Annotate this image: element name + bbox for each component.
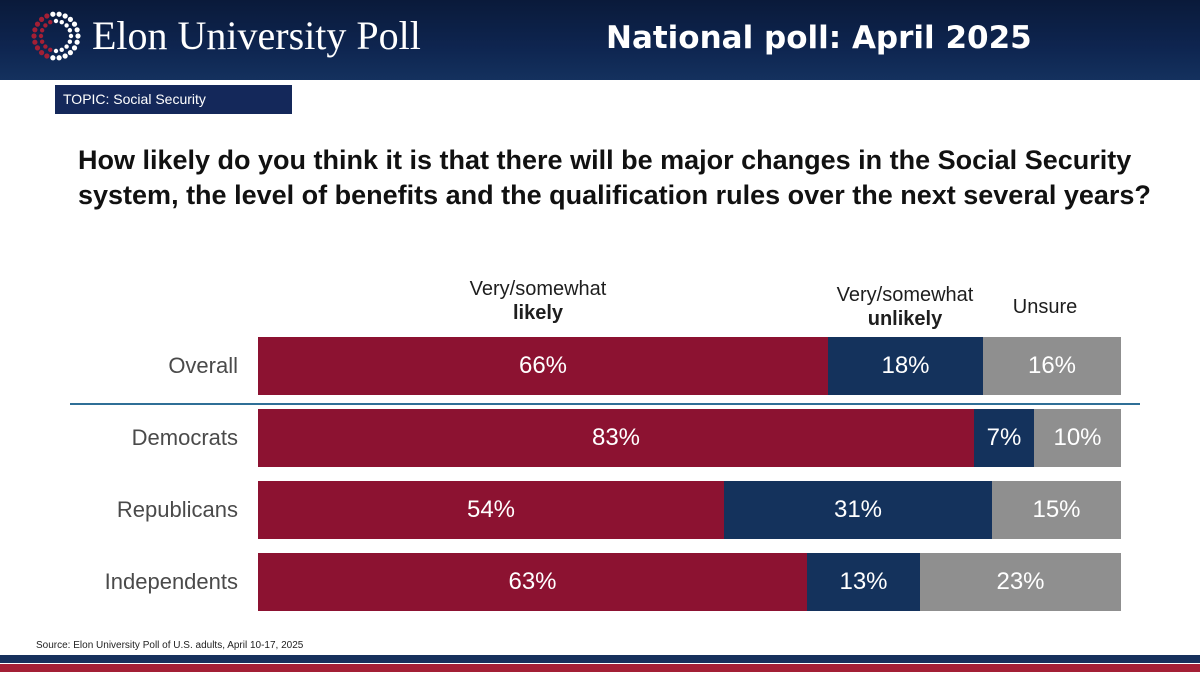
logo-dot — [31, 33, 37, 39]
logo-dot — [43, 44, 48, 49]
bar-unsure-independents: 23% — [920, 553, 1121, 611]
data-label-likely-democrats: 83% — [591, 424, 641, 451]
bar-likely-independents: 63% — [258, 553, 807, 611]
logo-dot — [64, 23, 69, 28]
bar-likely-republicans: 54% — [258, 481, 724, 539]
data-label-unsure-republicans: 15% — [1032, 496, 1081, 523]
bar-unsure-republicans: 15% — [992, 481, 1121, 539]
logo-dot — [50, 55, 56, 61]
topic-tag: TOPIC: Social Security — [55, 85, 292, 114]
logo-dot — [39, 28, 45, 33]
logo-dot — [74, 39, 80, 45]
elon-poll-logo-icon — [31, 11, 81, 61]
logo-dot — [50, 11, 56, 17]
logo-dot — [32, 39, 38, 45]
question-text: How likely do you think it is that there… — [78, 145, 1151, 210]
logo-dot — [48, 19, 53, 25]
bar-unlikely-independents: 13% — [807, 553, 920, 611]
data-label-unlikely-republicans: 31% — [833, 496, 883, 523]
row-label-overall: Overall — [168, 353, 238, 378]
column-header-likely-line2: likely — [512, 302, 564, 324]
logo-dot — [32, 27, 38, 33]
logo-dot — [67, 39, 73, 44]
column-header-likely-line1: Very/somewhat — [469, 278, 607, 300]
logo-dot — [38, 50, 45, 56]
bar-unlikely-overall: 18% — [828, 337, 983, 395]
logo-dot — [34, 45, 41, 51]
logo-dot — [71, 45, 78, 51]
column-header-unlikely-line2: unlikely — [867, 308, 943, 330]
logo-dot — [67, 28, 73, 33]
data-label-unsure-independents: 23% — [996, 568, 1045, 595]
logo-dot — [44, 13, 50, 19]
brand-title: Elon University Poll — [92, 13, 421, 58]
bar-unlikely-democrats: 7% — [974, 409, 1034, 467]
logo-dot — [67, 16, 74, 22]
logo-dot — [71, 21, 78, 27]
bar-unsure-overall: 16% — [983, 337, 1121, 395]
logo-dot — [62, 13, 68, 19]
column-header-likely: Very/somewhat likely — [433, 277, 643, 325]
logo-dot — [75, 33, 81, 39]
footer-rule-red — [0, 664, 1200, 672]
column-header-unsure-line1: Unsure — [1012, 296, 1078, 318]
column-header-unlikely: Very/somewhat unlikely — [800, 283, 1010, 331]
logo-dot — [48, 47, 53, 53]
logo-dot — [38, 16, 45, 22]
data-label-unlikely-overall: 18% — [881, 352, 930, 379]
data-label-likely-republicans: 54% — [466, 496, 516, 523]
row-label-republicans: Republicans — [116, 497, 238, 522]
logo-dot — [53, 48, 59, 54]
overall-divider — [70, 403, 1140, 405]
logo-dot — [53, 18, 59, 24]
data-label-likely-independents: 63% — [508, 568, 557, 595]
logo-dot — [59, 47, 64, 53]
logo-dot — [56, 55, 62, 61]
bar-likely-democrats: 83% — [258, 409, 974, 467]
bar-likely-overall: 66% — [258, 337, 828, 395]
data-label-unlikely-independents: 13% — [839, 568, 888, 595]
data-label-unsure-overall: 16% — [1027, 352, 1077, 379]
header-banner: Elon University Poll National poll: Apri… — [0, 0, 1200, 80]
logo-dot — [68, 33, 74, 39]
row-label-independents: Independents — [104, 569, 238, 594]
logo-dot — [44, 53, 50, 59]
logo-dot — [62, 53, 68, 59]
logo-dot — [39, 39, 45, 44]
bar-unsure-democrats: 10% — [1034, 409, 1121, 467]
logo-dot — [34, 21, 41, 27]
column-header-unlikely-line1: Very/somewhat — [836, 284, 974, 306]
data-label-likely-overall: 66% — [518, 352, 568, 379]
poll-headline: National poll: April 2025 — [606, 20, 1032, 56]
logo-dot — [67, 50, 74, 56]
logo-dot — [59, 19, 64, 25]
row-label-democrats: Democrats — [131, 425, 238, 450]
logo-dot — [74, 27, 80, 33]
logo-dot — [38, 33, 44, 39]
footer-rule-blue — [0, 655, 1200, 663]
bar-unlikely-republicans: 31% — [724, 481, 992, 539]
logo-dot — [56, 11, 62, 17]
data-label-unlikely-democrats: 7% — [986, 424, 1022, 451]
logo-dot — [43, 23, 48, 28]
logo-dot — [64, 44, 69, 49]
column-header-unsure: Unsure — [990, 295, 1100, 319]
source-note: Source: Elon University Poll of U.S. adu… — [36, 640, 304, 651]
data-label-unsure-democrats: 10% — [1053, 424, 1102, 451]
